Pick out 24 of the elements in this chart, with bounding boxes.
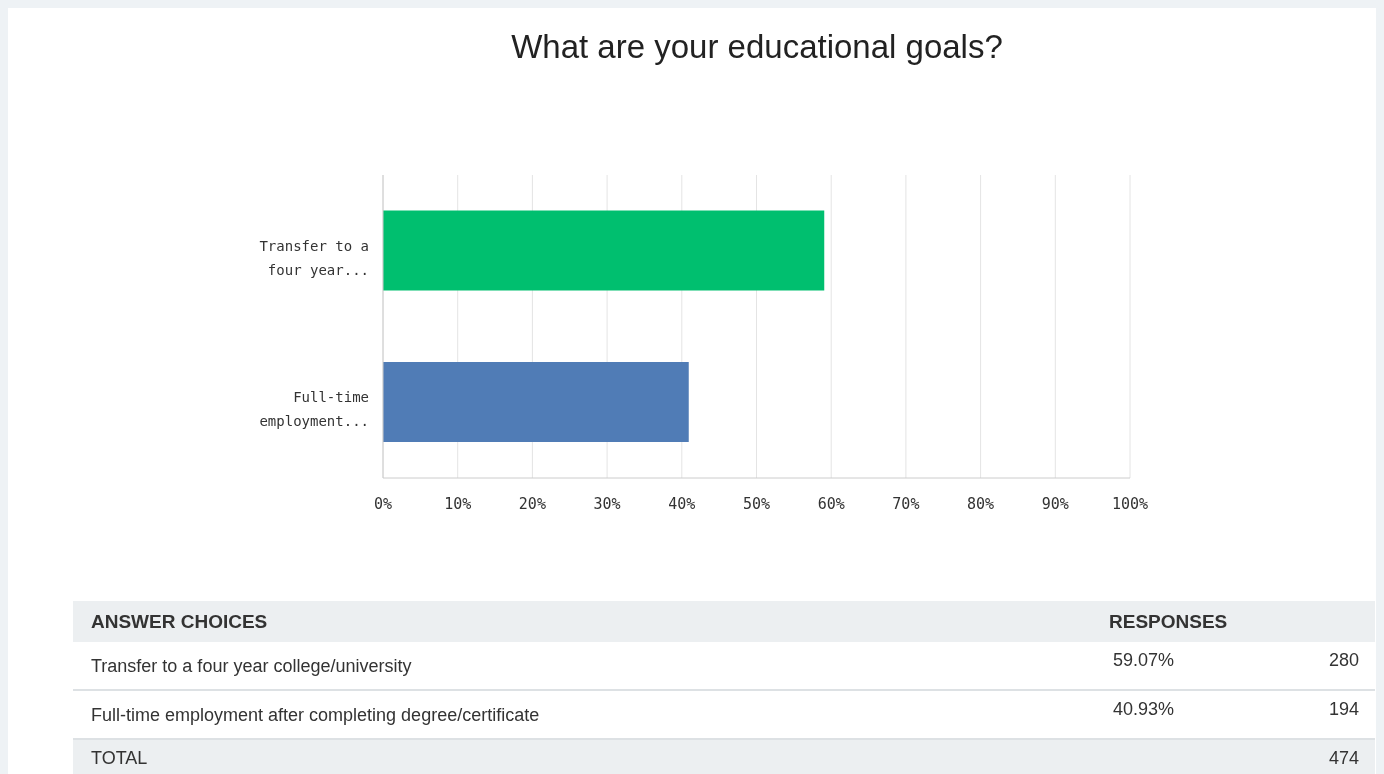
x-tick-label: 80% [967, 494, 995, 513]
text: 280 [1328, 650, 1359, 672]
text: 59.07% [1113, 650, 1175, 672]
x-tick-label: 0% [373, 494, 393, 513]
x-tick-label: 70% [892, 494, 920, 513]
x-tick-label: 90% [1041, 494, 1069, 513]
text: TOTAL [91, 747, 148, 768]
chart-title: What are your educational goals? [510, 28, 1004, 66]
x-tick-label: 100% [1111, 494, 1149, 513]
text: 474 [1328, 747, 1359, 768]
x-tick-label: 10% [444, 494, 472, 513]
y-tick-label: Full-time employment... [259, 389, 369, 430]
text: Transfer to a four year college/university [91, 656, 412, 676]
text: Full-time employment after completing degree/certificate [91, 705, 540, 725]
x-tick-label: 30% [593, 494, 621, 513]
x-tick-label: 60% [817, 494, 845, 513]
x-tick-label: 50% [742, 494, 771, 513]
y-tick-label: Transfer to a four year... [259, 237, 369, 278]
x-tick-label: 20% [518, 494, 546, 513]
text: 194 [1328, 699, 1359, 721]
x-tick-label: 40% [668, 494, 696, 513]
text: RESPONSES [1109, 610, 1228, 632]
text: ANSWER CHOICES [91, 610, 268, 632]
text: 40.93% [1113, 699, 1175, 721]
